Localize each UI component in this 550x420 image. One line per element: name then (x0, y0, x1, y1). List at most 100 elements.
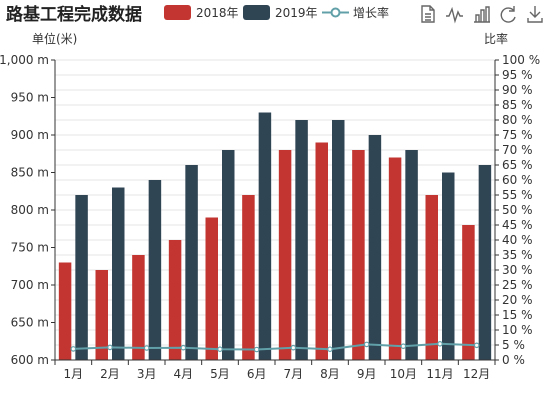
right-tick-label: 65 % (502, 158, 533, 172)
left-axis-unit: 单位(米) (32, 31, 77, 46)
x-tick-label: 12月 (463, 367, 490, 381)
bar-2019[interactable] (332, 120, 345, 360)
bar-2018[interactable] (278, 150, 292, 360)
bar-2019[interactable] (295, 120, 308, 360)
toolbox[interactable] (421, 5, 543, 24)
growth-point[interactable] (70, 346, 77, 352)
bar-2019[interactable] (112, 187, 125, 361)
right-tick-label: 75 % (502, 128, 533, 142)
legend-swatch-2018 (164, 5, 191, 20)
right-tick-label: 50 % (502, 203, 533, 217)
right-axis-unit: 比率 (484, 31, 508, 46)
growth-point[interactable] (290, 344, 297, 351)
chart-title: 路基工程完成数据 (6, 4, 142, 25)
legend[interactable]: 2018年 2019年 增长率 (164, 5, 389, 20)
legend-marker-growth (330, 7, 341, 18)
x-tick-label: 8月 (320, 367, 340, 381)
bar-2018[interactable] (425, 195, 439, 360)
legend-label-2018: 2018年 (196, 6, 239, 20)
growth-point[interactable] (253, 346, 260, 353)
left-tick-label: 950 m (11, 91, 49, 105)
save-image-icon[interactable] (527, 6, 543, 23)
bars[interactable] (58, 112, 492, 361)
bar-2018[interactable] (315, 142, 329, 361)
growth-line[interactable] (70, 340, 480, 353)
bar-2018[interactable] (132, 255, 145, 360)
bar-2019[interactable] (258, 112, 272, 361)
bar-2018[interactable] (58, 262, 72, 361)
right-tick-label: 40 % (502, 233, 533, 247)
left-tick-label: 850 m (11, 166, 49, 180)
growth-point[interactable] (180, 344, 187, 351)
legend-item-2019[interactable]: 2019年 (243, 5, 318, 20)
bar-2018[interactable] (95, 270, 109, 360)
bar-2018[interactable] (462, 225, 475, 360)
bar-2018[interactable] (352, 150, 365, 360)
growth-point[interactable] (327, 346, 333, 353)
growth-point[interactable] (143, 345, 150, 351)
left-tick-label: 750 m (11, 241, 49, 255)
x-tick-label: 9月 (357, 367, 377, 381)
bar-2018[interactable] (205, 217, 219, 361)
bar-2018[interactable] (242, 195, 255, 360)
left-tick-label: 600 m (11, 353, 49, 367)
x-tick-label: 1月 (64, 367, 84, 381)
bar-2019[interactable] (405, 150, 418, 360)
restore-icon[interactable] (500, 6, 516, 23)
legend-item-growth[interactable]: 增长率 (322, 5, 389, 20)
x-tick-label: 4月 (174, 367, 194, 381)
right-tick-label: 85 % (502, 98, 533, 112)
bar-chart-icon[interactable] (474, 6, 490, 23)
right-tick-label: 90 % (502, 83, 533, 97)
right-tick-label: 15 % (502, 308, 533, 322)
right-tick-label: 95 % (502, 68, 533, 82)
bar-2019[interactable] (478, 165, 492, 360)
right-tick-label: 30 % (502, 263, 533, 277)
right-tick-label: 100 % (502, 53, 540, 67)
bar-2019[interactable] (368, 135, 382, 360)
data-view-icon[interactable] (421, 5, 435, 23)
bar-2018[interactable] (168, 240, 182, 360)
legend-label-2019: 2019年 (275, 6, 318, 20)
right-tick-label: 0 % (502, 353, 525, 367)
growth-point[interactable] (217, 346, 223, 353)
x-tick-label: 6月 (247, 367, 267, 381)
bar-2019[interactable] (222, 150, 235, 360)
line-chart-icon[interactable] (446, 6, 463, 24)
left-tick-label: 1,000 m (0, 53, 49, 67)
right-tick-label: 25 % (502, 278, 533, 292)
bar-2019[interactable] (442, 172, 455, 361)
bar-2019[interactable] (185, 165, 198, 360)
growth-point[interactable] (363, 341, 370, 348)
right-tick-label: 70 % (502, 143, 533, 157)
left-tick-label: 650 m (11, 316, 49, 330)
right-tick-label: 10 % (502, 323, 533, 337)
growth-line-path[interactable] (73, 342, 477, 351)
axes: 600 m 650 m 700 m 750 m 800 m 850 m 900 m 950 m… (0, 53, 540, 381)
bar-2019[interactable] (75, 195, 88, 360)
right-tick-label: 20 % (502, 293, 533, 307)
legend-swatch-2019 (243, 5, 270, 20)
left-tick-label: 800 m (11, 203, 49, 217)
grid-lines (55, 59, 495, 361)
legend-item-2018[interactable]: 2018年 (164, 5, 239, 20)
bar-2019[interactable] (148, 180, 162, 360)
growth-point[interactable] (473, 342, 480, 349)
x-tick-label: 11月 (426, 367, 453, 381)
right-tick-label: 60 % (502, 173, 533, 187)
left-tick-label: 900 m (11, 128, 49, 142)
x-tick-label: 5月 (210, 367, 230, 381)
growth-point[interactable] (400, 343, 407, 350)
left-tick-label: 700 m (11, 278, 49, 292)
bar-2018[interactable] (388, 157, 402, 361)
x-tick-label: 2月 (100, 367, 120, 381)
growth-point[interactable] (107, 344, 113, 351)
right-tick-label: 45 % (502, 218, 533, 232)
growth-point[interactable] (437, 340, 443, 347)
x-tick-label: 7月 (284, 367, 304, 381)
x-tick-label: 10月 (390, 367, 417, 381)
right-tick-label: 80 % (502, 113, 533, 127)
right-tick-label: 55 % (502, 188, 533, 202)
right-tick-label: 5 % (502, 338, 525, 352)
